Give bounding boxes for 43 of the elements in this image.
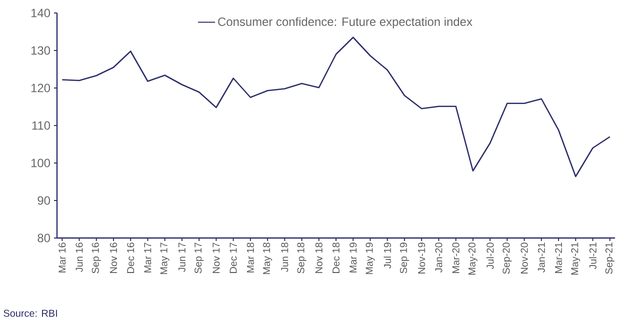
x-tick-label: Mar 17 <box>144 242 152 272</box>
x-tick-label: Dec 17 <box>230 242 237 273</box>
x-tick-label: Dec 16 <box>127 242 134 273</box>
x-tick-label: Nov-19 <box>418 242 426 274</box>
x-tick-label: Dec 18 <box>332 242 340 273</box>
x-tick-label: Sep 16 <box>92 242 101 274</box>
x-tick-label: Mar 19 <box>350 242 357 272</box>
y-tick-label: 140 <box>31 8 50 18</box>
y-tick-label: 110 <box>32 121 50 130</box>
x-tick-label: Jan-20 <box>435 242 442 272</box>
y-tick-label: 80 <box>38 234 50 242</box>
x-tick-label: May-20 <box>468 242 478 275</box>
x-tick-label: Jul-20 <box>486 242 494 270</box>
x-tick-label: Jun 18 <box>281 242 288 272</box>
x-tick-label: Jun 17 <box>178 242 186 272</box>
x-tick-label: Mar 16 <box>58 242 66 272</box>
x-tick-label: May 17 <box>160 242 170 274</box>
x-tick-label: Jun 16 <box>76 242 83 272</box>
x-tick-label: Nov 16 <box>110 242 118 273</box>
y-tick-label: 100 <box>31 158 50 168</box>
x-tick-label: Mar-21 <box>555 242 562 273</box>
source-note: Source: RBI <box>4 310 57 317</box>
x-tick-label: Sep 17 <box>194 242 204 274</box>
x-tick-label: Mar 18 <box>246 242 254 272</box>
x-tick-label: Jul-21 <box>589 242 596 270</box>
x-tick-label: Sep 19 <box>400 242 409 274</box>
x-tick-label: Jan-21 <box>538 242 545 272</box>
x-tick-label: Nov 18 <box>315 242 322 273</box>
x-tick-label: Nov 17 <box>212 242 220 273</box>
x-tick-label: Nov-20 <box>520 242 528 274</box>
x-tick-label: May-21 <box>571 242 580 275</box>
y-tick-label: 120 <box>31 84 50 92</box>
x-tick-label: Jul 19 <box>384 242 392 269</box>
x-tick-label: Mar-20 <box>452 242 460 273</box>
y-tick-label: 130 <box>31 46 50 55</box>
y-tick-label: 90 <box>38 196 50 205</box>
legend-label: Consumer confidence: Future expectation index <box>218 17 472 28</box>
x-tick-label: Sep-20 <box>502 242 512 274</box>
line-series <box>61 36 611 178</box>
x-tick-label: Sep-21 <box>605 242 614 274</box>
x-tick-label: Sep 18 <box>297 242 306 274</box>
x-tick-label: May 19 <box>366 242 375 274</box>
x-tick-label: May 18 <box>263 242 272 274</box>
